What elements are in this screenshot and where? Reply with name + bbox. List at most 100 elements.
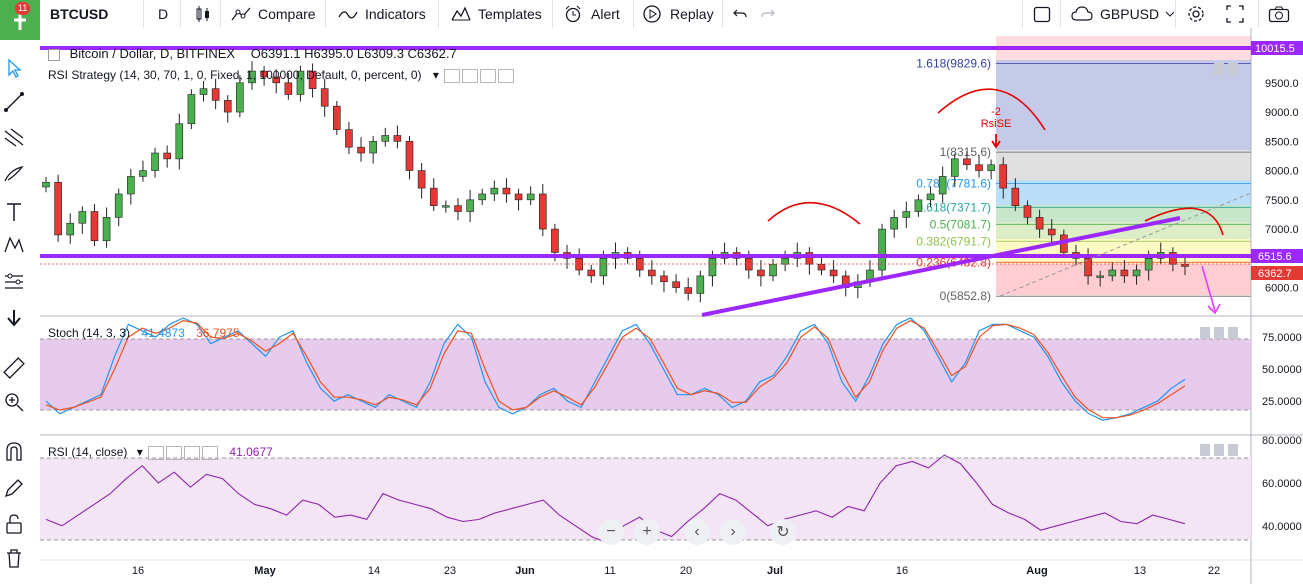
pane-control-icon[interactable]	[1214, 327, 1224, 339]
candle-body	[672, 281, 680, 288]
candle-body	[248, 70, 256, 84]
scroll-left-button[interactable]: ‹	[684, 519, 710, 545]
strategy-legend[interactable]: RSI Strategy (14, 30, 70, 1, 0, Fixed, 1…	[48, 68, 515, 83]
zoom-out-button[interactable]: −	[598, 519, 624, 545]
price-tick-label: 8000.0	[1265, 166, 1299, 178]
head-arc[interactable]	[937, 88, 1046, 131]
candle-body	[54, 181, 62, 236]
shoulder-arc[interactable]	[1144, 207, 1224, 236]
minus-icon: −	[606, 523, 616, 540]
shoulder-arc[interactable]	[767, 201, 861, 225]
pane-control-icon[interactable]	[1228, 327, 1238, 339]
pane-controls[interactable]	[1200, 63, 1238, 456]
time-scale[interactable]: 16 May 14 23 Jun 11 20 Jul 16 Aug 13 22	[132, 565, 1220, 577]
time-tick-label: Aug	[1026, 565, 1047, 577]
reset-icon: ↻	[776, 524, 790, 541]
forecast-arrow[interactable]	[1201, 265, 1216, 312]
layout-button[interactable]	[1033, 0, 1057, 28]
plus-icon: +	[642, 523, 652, 540]
candle-body	[769, 263, 777, 277]
candle-body	[296, 70, 305, 95]
close-icon[interactable]	[202, 445, 219, 460]
candle-body	[308, 70, 317, 89]
trend-line[interactable]	[701, 216, 1181, 317]
candle-body	[708, 258, 717, 277]
eye-icon[interactable]	[148, 445, 165, 460]
last-price-label: 6362.7	[1258, 268, 1292, 280]
templates-button[interactable]: Templates	[450, 0, 542, 28]
candle-body	[381, 135, 390, 142]
candle-body	[66, 222, 75, 236]
scroll-right-button[interactable]: ›	[720, 519, 746, 545]
candle-body	[599, 258, 608, 277]
candle-body	[127, 176, 135, 195]
collapse-icon[interactable]	[48, 48, 60, 61]
stoch-scale[interactable]: 75.0000 50.0000 25.0000	[1262, 332, 1302, 408]
cloud-save-button[interactable]: GBPUSD	[1070, 0, 1181, 28]
app-logo[interactable]: 11	[0, 0, 40, 40]
lock-icon[interactable]	[2, 512, 26, 536]
fib-level-label: 0.5(7081.7)	[930, 217, 991, 231]
cursor-icon[interactable]	[2, 56, 26, 80]
copy-icon[interactable]	[184, 445, 201, 460]
candle-body	[1108, 269, 1117, 277]
compare-button[interactable]: Compare	[230, 0, 316, 28]
fullscreen-button[interactable]	[1226, 0, 1250, 28]
replay-button[interactable]: Replay	[642, 0, 714, 28]
pitchfork-icon[interactable]	[2, 126, 26, 150]
indicators-button[interactable]: Indicators	[337, 0, 426, 28]
pane-control-icon[interactable]	[1200, 327, 1210, 339]
pane-control-icon[interactable]	[1200, 444, 1210, 456]
chart-style-button[interactable]	[195, 0, 217, 28]
toolbar-divider	[633, 0, 634, 28]
compare-label: Compare	[258, 6, 316, 22]
stoch-legend[interactable]: Stoch (14, 3, 3) 41.4873 36.7975	[48, 326, 240, 340]
rsi-legend[interactable]: RSI (14, close) ▾ 41.0677	[48, 445, 273, 460]
pane-control-icon[interactable]	[1228, 63, 1238, 75]
pane-control-icon[interactable]	[1214, 444, 1224, 456]
rsi-scale[interactable]: 80.0000 60.0000 40.0000	[1262, 435, 1302, 533]
reset-chart-button[interactable]: ↻	[770, 519, 796, 545]
saved-layout-label: GBPUSD	[1100, 6, 1160, 22]
series-title: Bitcoin / Dollar, D, BITFINEX	[69, 46, 236, 61]
gear-icon[interactable]	[166, 445, 183, 460]
trend-line-icon[interactable]	[2, 90, 26, 114]
settings-button[interactable]	[1186, 0, 1212, 28]
chart-area[interactable]: 1.618(9829.6) 1(8315.6) 0.786(7781.6) 0.618…	[40, 28, 1303, 584]
ruler-icon[interactable]	[2, 356, 26, 380]
pencil-lock-icon[interactable]	[2, 476, 26, 500]
candle-body	[551, 228, 559, 253]
undo-button[interactable]	[732, 0, 754, 28]
time-tick-label: 14	[368, 565, 380, 577]
prediction-icon[interactable]	[2, 270, 26, 294]
trash-icon[interactable]	[2, 546, 26, 570]
copy-icon[interactable]	[480, 68, 497, 83]
pattern-icon[interactable]	[2, 233, 26, 257]
toolbar-divider	[552, 0, 553, 28]
eye-icon[interactable]	[444, 68, 461, 83]
alert-button[interactable]: Alert	[563, 0, 620, 28]
zoom-in-icon[interactable]	[2, 390, 26, 414]
pane-control-icon[interactable]	[1228, 444, 1238, 456]
close-icon[interactable]	[498, 68, 515, 83]
candle-body	[199, 88, 208, 95]
pane-control-icon[interactable]	[1214, 63, 1224, 75]
price-scale[interactable]: 6000.06500.07000.07500.08000.08500.09000…	[1265, 78, 1299, 295]
gear-icon[interactable]	[462, 68, 479, 83]
candle-body	[757, 269, 765, 277]
zoom-in-button[interactable]: +	[634, 519, 660, 545]
text-icon[interactable]	[2, 200, 26, 224]
brush-icon[interactable]	[2, 162, 26, 186]
candle-body	[938, 176, 947, 195]
snapshot-button[interactable]	[1268, 0, 1296, 28]
main-legend[interactable]: Bitcoin / Dollar, D, BITFINEX O6391.1 H6…	[48, 46, 457, 61]
redo-button[interactable]	[760, 0, 782, 28]
magnet-icon[interactable]	[2, 440, 26, 464]
candle-body	[975, 164, 983, 171]
candle-body	[114, 193, 123, 218]
symbol-search[interactable]: BTCUSD	[50, 0, 108, 28]
arrow-down-icon[interactable]	[2, 306, 26, 330]
interval-button[interactable]: D	[158, 0, 168, 28]
fib-zone	[996, 205, 1251, 222]
candle-body	[1084, 258, 1092, 277]
